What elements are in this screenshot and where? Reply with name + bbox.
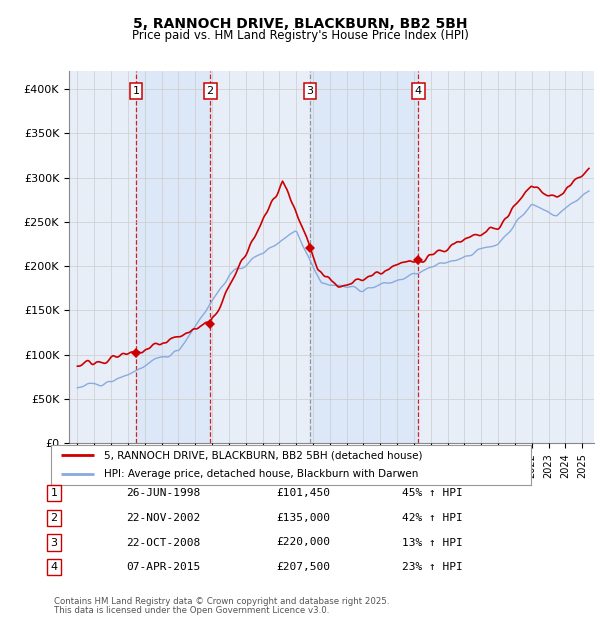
Text: 2: 2	[50, 513, 58, 523]
Text: Price paid vs. HM Land Registry's House Price Index (HPI): Price paid vs. HM Land Registry's House …	[131, 29, 469, 42]
Text: 5, RANNOCH DRIVE, BLACKBURN, BB2 5BH: 5, RANNOCH DRIVE, BLACKBURN, BB2 5BH	[133, 17, 467, 32]
Text: 1: 1	[133, 86, 139, 96]
Text: 45% ↑ HPI: 45% ↑ HPI	[402, 488, 463, 498]
Text: 3: 3	[306, 86, 313, 96]
Text: 1: 1	[50, 488, 58, 498]
Text: This data is licensed under the Open Government Licence v3.0.: This data is licensed under the Open Gov…	[54, 606, 329, 615]
Text: 2: 2	[206, 86, 214, 96]
Text: 4: 4	[50, 562, 58, 572]
Text: 07-APR-2015: 07-APR-2015	[126, 562, 200, 572]
Bar	[136, 71, 210, 443]
Text: £220,000: £220,000	[276, 538, 330, 547]
Text: 5, RANNOCH DRIVE, BLACKBURN, BB2 5BH (detached house): 5, RANNOCH DRIVE, BLACKBURN, BB2 5BH (de…	[104, 450, 422, 461]
Text: 22-NOV-2002: 22-NOV-2002	[126, 513, 200, 523]
Text: 13% ↑ HPI: 13% ↑ HPI	[402, 538, 463, 547]
Text: Contains HM Land Registry data © Crown copyright and database right 2025.: Contains HM Land Registry data © Crown c…	[54, 597, 389, 606]
Text: £135,000: £135,000	[276, 513, 330, 523]
Text: 26-JUN-1998: 26-JUN-1998	[126, 488, 200, 498]
Text: HPI: Average price, detached house, Blackburn with Darwen: HPI: Average price, detached house, Blac…	[104, 469, 418, 479]
Text: £207,500: £207,500	[276, 562, 330, 572]
Bar	[310, 71, 418, 443]
Text: £101,450: £101,450	[276, 488, 330, 498]
Text: 22-OCT-2008: 22-OCT-2008	[126, 538, 200, 547]
Text: 23% ↑ HPI: 23% ↑ HPI	[402, 562, 463, 572]
Text: 42% ↑ HPI: 42% ↑ HPI	[402, 513, 463, 523]
Text: 4: 4	[415, 86, 422, 96]
Text: 3: 3	[50, 538, 58, 547]
